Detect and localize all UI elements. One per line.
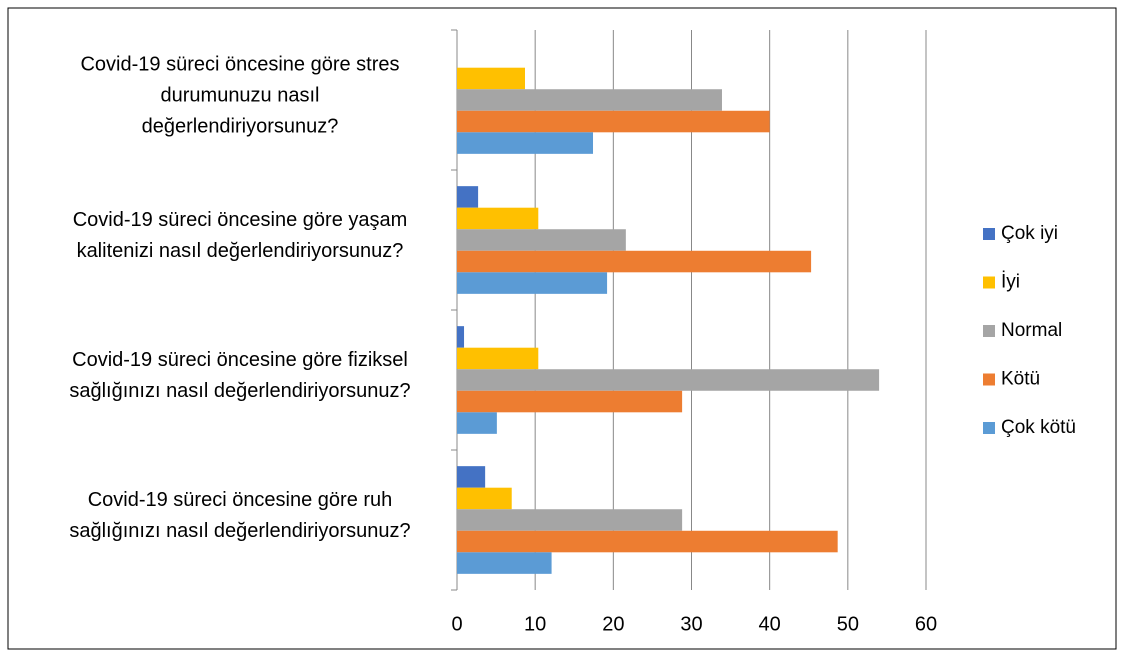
bar — [457, 229, 626, 251]
bar — [457, 110, 770, 133]
legend-swatch — [983, 276, 995, 289]
y-tick-label: sağlığınızı nasıl değerlendiriyorsunuz? — [69, 380, 410, 402]
y-tick-label: değerlendiriyorsunuz? — [142, 115, 339, 137]
y-tick-label: sağlığınızı nasıl değerlendiriyorsunuz? — [69, 520, 410, 542]
bar — [457, 412, 497, 434]
legend-label: Kötü — [1001, 369, 1040, 390]
bar — [457, 466, 486, 488]
x-tick-label: 60 — [915, 613, 937, 635]
y-tick-label: kalitenizi nasıl değerlendiriyorsunuz? — [77, 240, 404, 262]
bar — [457, 89, 722, 111]
bar — [457, 530, 838, 553]
bar — [457, 369, 880, 391]
bar — [457, 487, 512, 510]
legend: Çok iyi İyi Normal Kötü Çok kötü — [983, 223, 1076, 438]
y-tick-label: Covid-19 süreci öncesine göre fiziksel — [72, 349, 408, 371]
legend-swatch — [983, 373, 995, 386]
y-tick-label: Covid-19 süreci öncesine göre ruh — [88, 489, 393, 511]
legend-swatch — [983, 325, 995, 337]
x-tick-label: 20 — [602, 613, 624, 635]
x-tick-label: 0 — [451, 613, 462, 635]
x-tick-label: 40 — [759, 613, 781, 635]
bar — [457, 250, 812, 273]
legend-swatch — [983, 228, 995, 240]
bar — [457, 132, 594, 154]
legend-swatch — [983, 422, 995, 434]
legend-label: İyi — [1001, 272, 1020, 293]
bar — [457, 347, 539, 370]
bar — [457, 272, 608, 294]
bar — [457, 67, 526, 90]
bar — [457, 326, 465, 348]
y-tick-label: Covid-19 süreci öncesine göre yaşam — [73, 209, 408, 231]
bar — [457, 186, 479, 208]
y-tick-label: durumunuzu nasıl — [161, 84, 320, 106]
bar — [457, 207, 539, 230]
x-tick-label: 50 — [837, 613, 859, 635]
x-tick-label: 10 — [524, 613, 546, 635]
y-tick-label: Covid-19 süreci öncesine göre stres — [80, 53, 399, 75]
legend-label: Çok iyi — [1001, 223, 1058, 244]
x-tick-label: 30 — [680, 613, 702, 635]
legend-label: Çok kötü — [1001, 417, 1076, 438]
legend-label: Normal — [1001, 320, 1062, 341]
bar — [457, 552, 552, 574]
bar — [457, 390, 683, 413]
bar — [457, 509, 683, 531]
